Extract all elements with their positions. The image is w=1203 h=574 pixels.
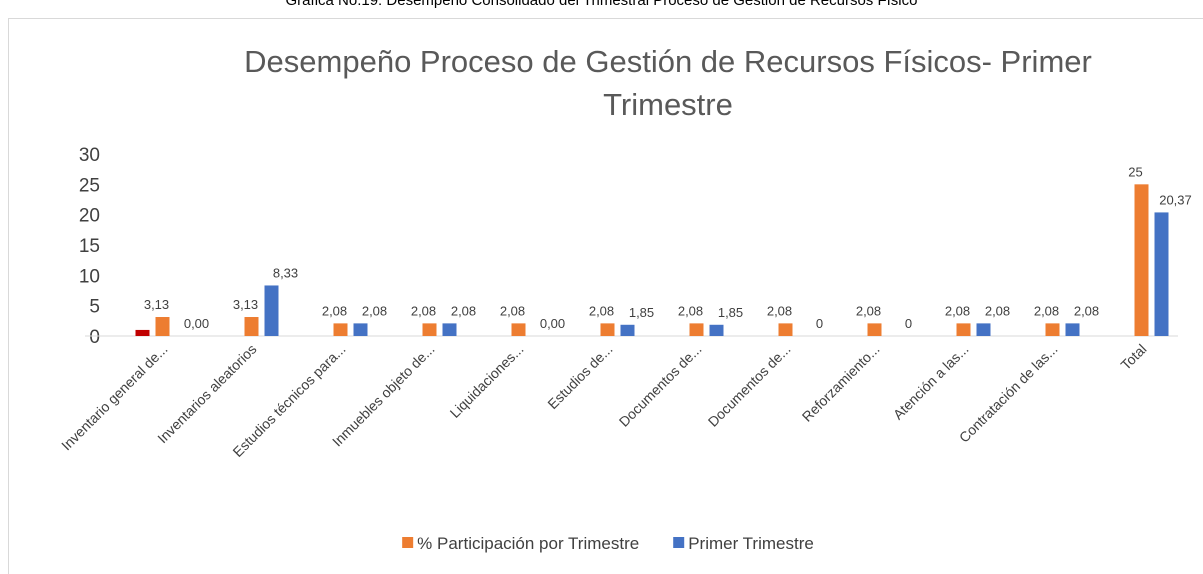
bar — [1154, 212, 1169, 336]
data-label: 0,00 — [540, 316, 565, 331]
legend-label: Primer Trimestre — [688, 534, 814, 553]
bar — [1065, 323, 1080, 336]
bar — [620, 324, 635, 336]
bar — [422, 323, 437, 336]
data-label: 8,33 — [273, 265, 298, 280]
bar — [956, 323, 971, 336]
data-label: 2,08 — [411, 303, 436, 318]
bar — [442, 323, 457, 336]
legend-swatch — [402, 537, 414, 548]
bar — [600, 323, 615, 336]
data-label: 3,13 — [233, 297, 258, 312]
data-label: 2,08 — [500, 303, 525, 318]
data-label: 1,85 — [718, 305, 743, 320]
chart-title: Desempeño Proceso de Gestión de Recursos… — [244, 44, 1092, 122]
bar — [867, 323, 882, 336]
data-label: 1,85 — [629, 305, 654, 320]
data-label: 2,08 — [589, 303, 614, 318]
bar — [976, 323, 991, 336]
data-label: 0,00 — [184, 316, 209, 331]
bar — [135, 329, 150, 336]
y-tick-label: 0 — [89, 327, 100, 348]
y-tick-label: 15 — [79, 236, 100, 257]
bar — [155, 317, 170, 336]
bar — [333, 323, 348, 336]
data-label: 2,08 — [985, 303, 1010, 318]
y-tick-label: 10 — [79, 266, 100, 287]
bar — [689, 323, 704, 336]
data-label: 2,08 — [1034, 303, 1059, 318]
data-label: 3,13 — [144, 297, 169, 312]
data-label: 2,08 — [1074, 303, 1099, 318]
bar — [244, 317, 259, 336]
data-label: 2,08 — [856, 303, 881, 318]
y-tick-label: 25 — [79, 175, 100, 196]
y-tick-label: 30 — [79, 145, 100, 166]
bar — [709, 324, 724, 336]
data-label: 2,08 — [767, 303, 792, 318]
bar — [778, 323, 793, 336]
data-label: 20,37 — [1159, 192, 1192, 207]
legend-swatch — [673, 537, 685, 548]
data-label: 2,08 — [362, 303, 387, 318]
data-label: 2,08 — [451, 303, 476, 318]
bar — [264, 285, 279, 336]
data-label: 2,08 — [945, 303, 970, 318]
caption: Gráfica No.19: Desempeño Consolidado del… — [285, 0, 918, 9]
data-label: 0 — [816, 316, 823, 331]
data-label: 0 — [905, 316, 912, 331]
y-tick-label: 20 — [79, 206, 100, 227]
legend-label: % Participación por Trimestre — [417, 534, 639, 553]
data-label: 2,08 — [322, 303, 347, 318]
bar — [353, 323, 368, 336]
data-label: 25 — [1128, 164, 1142, 179]
data-label: 2,08 — [678, 303, 703, 318]
bar — [1045, 323, 1060, 336]
bar — [1134, 184, 1149, 336]
bar — [511, 323, 526, 336]
chart-border — [8, 18, 1203, 574]
y-tick-label: 5 — [89, 297, 100, 318]
